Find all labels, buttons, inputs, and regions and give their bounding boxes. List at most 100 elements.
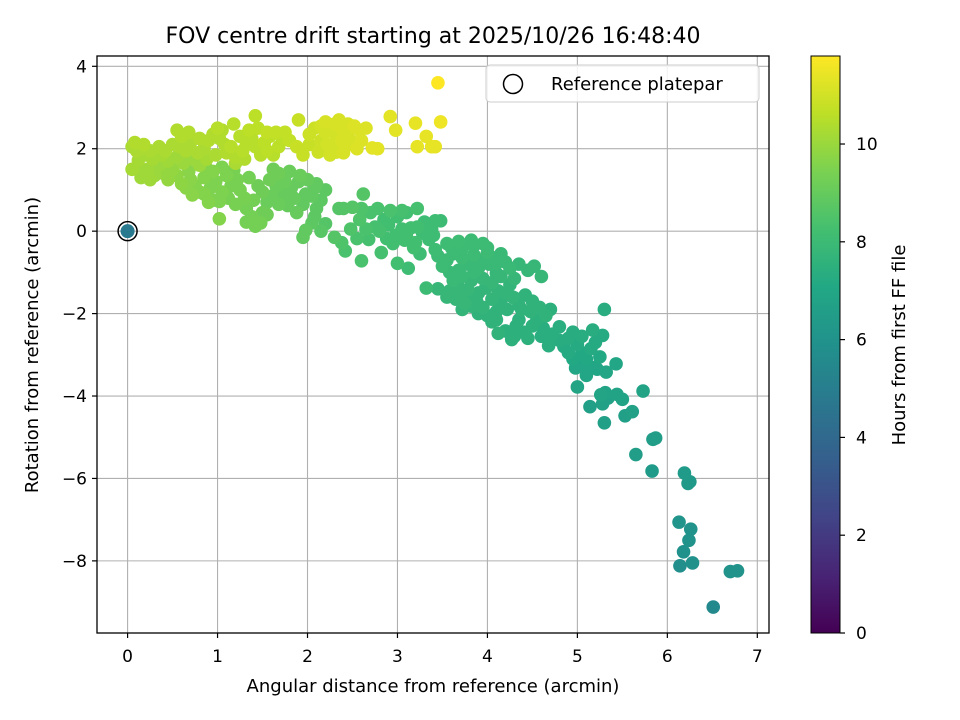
data-point xyxy=(408,235,423,250)
data-point xyxy=(424,222,439,236)
data-point xyxy=(314,224,328,238)
x-tick-label: 5 xyxy=(572,647,583,667)
data-point xyxy=(370,141,385,156)
data-point xyxy=(361,232,376,247)
data-point xyxy=(503,261,517,276)
x-axis-label: Angular distance from reference (arcmin) xyxy=(247,676,620,697)
data-point xyxy=(685,556,700,570)
data-point xyxy=(212,211,227,226)
data-point xyxy=(266,162,281,177)
plot-frame xyxy=(96,55,770,634)
legend-label: Reference platepar xyxy=(551,74,723,95)
data-point xyxy=(332,201,346,216)
data-point xyxy=(431,75,445,90)
colorbar-tick-label: 0 xyxy=(856,624,867,644)
data-point xyxy=(431,282,445,296)
y-axis-label: Rotation from reference (arcmin) xyxy=(22,197,43,493)
data-point xyxy=(593,350,607,364)
data-points xyxy=(120,75,745,614)
data-point xyxy=(440,236,454,251)
legend-box xyxy=(485,64,760,103)
data-point xyxy=(296,148,310,162)
data-point xyxy=(242,170,256,185)
data-point xyxy=(298,187,313,201)
data-point xyxy=(585,323,600,337)
x-tick-label: 4 xyxy=(482,647,493,667)
data-point xyxy=(683,522,698,536)
data-point xyxy=(395,203,409,218)
y-tick-label: −4 xyxy=(62,387,87,407)
data-point xyxy=(248,108,263,123)
data-point xyxy=(673,559,687,573)
data-point xyxy=(318,115,333,129)
data-point xyxy=(390,256,405,271)
data-point xyxy=(629,447,643,462)
data-point xyxy=(170,123,184,137)
data-point xyxy=(282,164,297,179)
y-tick-label: −8 xyxy=(62,552,87,572)
data-point xyxy=(451,234,466,249)
data-point xyxy=(467,248,481,262)
data-point xyxy=(181,125,196,140)
data-point xyxy=(311,145,326,159)
data-point xyxy=(507,271,522,286)
data-point xyxy=(260,195,274,210)
y-axis-ticks: −8 −6 −4 −2 0 2 4 xyxy=(62,57,97,572)
data-point xyxy=(260,125,274,140)
data-point xyxy=(388,123,403,137)
x-tick-label: 6 xyxy=(662,647,673,667)
data-point xyxy=(534,269,549,284)
data-point xyxy=(419,281,434,295)
data-point xyxy=(352,212,367,227)
data-point xyxy=(356,187,371,201)
data-point xyxy=(185,188,200,202)
data-point xyxy=(212,194,227,209)
colorbar-label: Hours from first FF file xyxy=(889,245,910,446)
x-axis-ticks: 0 1 2 3 4 5 6 7 xyxy=(122,633,763,667)
data-point xyxy=(410,139,425,154)
data-point xyxy=(552,319,567,334)
data-point xyxy=(383,109,398,124)
data-point xyxy=(464,233,479,248)
data-point xyxy=(350,141,364,156)
colorbar-tick-label: 6 xyxy=(856,331,867,351)
colorbar-tick-label: 10 xyxy=(856,135,878,155)
data-point xyxy=(615,392,630,407)
data-point xyxy=(489,256,504,271)
data-point xyxy=(676,545,691,559)
data-point xyxy=(242,123,256,137)
data-point xyxy=(521,331,535,346)
data-point xyxy=(291,113,306,127)
data-point xyxy=(293,168,308,183)
data-point xyxy=(706,600,721,614)
data-point xyxy=(672,515,686,529)
data-point xyxy=(383,203,398,218)
data-point xyxy=(682,533,696,548)
colorbar-gradient xyxy=(810,55,841,634)
data-point xyxy=(374,245,389,260)
reference-marker-group xyxy=(117,220,138,242)
data-point xyxy=(625,404,640,419)
data-point xyxy=(489,266,504,280)
data-point xyxy=(296,230,310,245)
colorbar-tick-label: 8 xyxy=(856,233,867,253)
data-point xyxy=(226,117,241,131)
chart-title: FOV centre drift starting at 2025/10/26 … xyxy=(166,24,701,49)
reference-point-fill xyxy=(120,224,135,239)
data-point xyxy=(136,137,151,152)
legend: Reference platepar xyxy=(485,64,760,103)
data-point xyxy=(440,290,454,304)
y-tick-label: −2 xyxy=(62,305,87,325)
data-point xyxy=(539,308,553,323)
data-point xyxy=(541,338,556,353)
colorbar-tick-label: 2 xyxy=(856,526,867,546)
data-point xyxy=(428,139,443,154)
x-tick-label: 3 xyxy=(392,647,403,667)
y-tick-label: −6 xyxy=(62,469,87,489)
data-point xyxy=(590,362,604,377)
data-point xyxy=(271,197,286,212)
data-point xyxy=(210,121,225,135)
data-point xyxy=(645,464,659,478)
data-point xyxy=(354,254,369,268)
data-point xyxy=(512,312,526,327)
